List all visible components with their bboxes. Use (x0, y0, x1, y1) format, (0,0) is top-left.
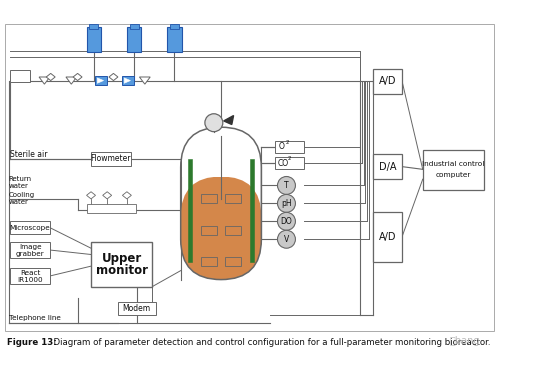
Text: Sterile air: Sterile air (11, 150, 48, 160)
Bar (86, 27, 101, 52)
Text: Upper: Upper (101, 252, 142, 265)
Text: Diagram of parameter detection and control configuration for a full-parameter mo: Diagram of parameter detection and contr… (48, 338, 490, 347)
Bar (201, 194, 217, 204)
Text: monitor: monitor (95, 264, 147, 277)
Text: Telephone line: Telephone line (8, 315, 60, 321)
Text: Image: Image (19, 244, 42, 250)
Text: 2: 2 (285, 140, 289, 145)
Bar (11, 221, 50, 234)
Text: O: O (279, 143, 284, 152)
Text: 2: 2 (288, 156, 291, 161)
Text: P: P (211, 118, 217, 127)
Text: grabber: grabber (16, 252, 44, 257)
Circle shape (278, 177, 295, 194)
Text: IR1000: IR1000 (17, 277, 43, 283)
Bar (89, 24, 98, 30)
Polygon shape (124, 78, 131, 83)
FancyBboxPatch shape (181, 177, 261, 280)
Text: Industrial control: Industrial control (422, 161, 484, 167)
Text: D/A: D/A (379, 161, 397, 172)
Text: Figure 13:: Figure 13: (7, 338, 57, 347)
Text: Cooling: Cooling (8, 192, 35, 198)
Text: Flowmeter: Flowmeter (90, 154, 131, 163)
Text: A/D: A/D (379, 77, 397, 86)
Polygon shape (122, 192, 131, 199)
Bar (250, 158, 254, 262)
Polygon shape (224, 116, 234, 125)
Text: V: V (284, 235, 289, 244)
Text: water: water (8, 199, 28, 205)
Bar (11, 268, 50, 284)
Polygon shape (102, 192, 112, 199)
Bar (373, 212, 402, 262)
Bar (423, 150, 484, 190)
Circle shape (205, 114, 223, 132)
Text: Modem: Modem (122, 304, 151, 313)
Text: Microscope: Microscope (10, 225, 50, 230)
Bar (373, 154, 402, 179)
Text: T: T (284, 181, 289, 190)
Text: DO: DO (280, 217, 293, 226)
Bar (275, 157, 304, 169)
Bar (224, 194, 241, 204)
Bar (188, 158, 192, 262)
Text: water: water (8, 183, 28, 190)
Bar (201, 257, 217, 266)
Circle shape (278, 194, 295, 212)
Bar (275, 141, 304, 153)
Bar (11, 242, 50, 258)
Bar (95, 76, 107, 85)
Text: pH: pH (281, 199, 292, 208)
Polygon shape (140, 77, 150, 84)
Bar (127, 27, 141, 52)
Text: computer: computer (435, 172, 471, 178)
Bar (118, 302, 156, 315)
Text: Return: Return (8, 176, 32, 182)
Polygon shape (109, 74, 118, 81)
Text: React: React (20, 270, 40, 276)
Bar (224, 226, 241, 235)
Bar (201, 226, 217, 235)
Circle shape (278, 212, 295, 230)
Bar (121, 76, 134, 85)
Polygon shape (46, 74, 55, 81)
Polygon shape (73, 74, 82, 81)
Polygon shape (86, 192, 95, 199)
Bar (11, 70, 30, 82)
Polygon shape (39, 77, 50, 84)
Bar (91, 152, 131, 166)
Bar (224, 257, 241, 266)
Text: A/D: A/D (379, 232, 397, 241)
Bar (91, 242, 152, 287)
FancyBboxPatch shape (182, 128, 260, 177)
Bar (373, 69, 402, 94)
Bar (130, 24, 138, 30)
Polygon shape (98, 78, 104, 83)
Bar (170, 24, 179, 30)
Circle shape (278, 230, 295, 248)
Bar (86, 204, 136, 213)
Text: CO: CO (278, 158, 289, 168)
Bar (167, 27, 182, 52)
Text: 噼bang: 噼bang (450, 335, 480, 346)
Polygon shape (66, 77, 76, 84)
